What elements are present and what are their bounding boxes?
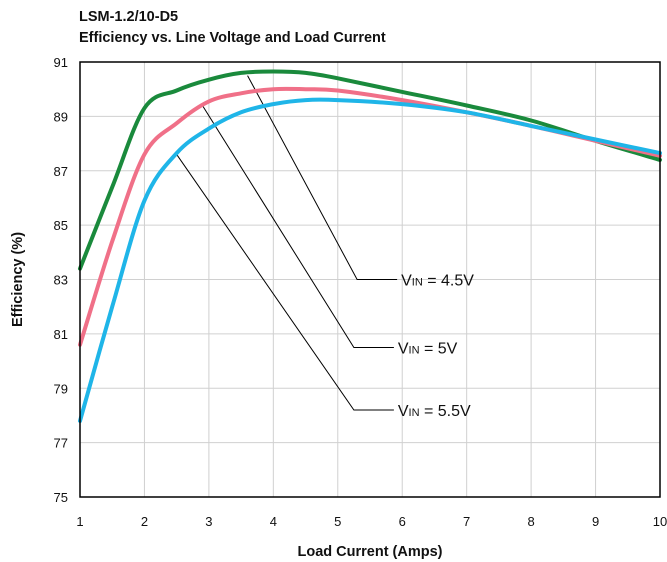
annotation-leader-vin-5v [202, 105, 394, 348]
x-tick-label: 7 [463, 514, 470, 529]
y-tick-label: 89 [54, 109, 68, 124]
annotation-leader-vin-5-5v [176, 154, 394, 411]
series-line-vin-5v [78, 86, 662, 347]
x-tick-label: 3 [205, 514, 212, 529]
x-tick-label: 5 [334, 514, 341, 529]
x-tick-label: 8 [527, 514, 534, 529]
y-tick-label: 79 [54, 381, 68, 396]
y-tick-label: 91 [54, 55, 68, 70]
y-tick-label: 87 [54, 164, 68, 179]
y-tick-labels: 75 77 79 81 83 85 87 89 91 [54, 55, 68, 505]
y-tick-label: 77 [54, 436, 68, 451]
y-axis-label: Efficiency (%) [10, 232, 26, 327]
x-tick-label: 1 [76, 514, 83, 529]
x-tick-label: 10 [653, 514, 667, 529]
y-tick-label: 83 [54, 273, 68, 288]
y-tick-label: 85 [54, 218, 68, 233]
chart-subtitle: Efficiency vs. Line Voltage and Load Cur… [79, 30, 386, 46]
annotation-leaders [176, 75, 398, 411]
series-line-vin-4-5v [78, 69, 662, 271]
x-tick-label: 4 [270, 514, 277, 529]
annotation-label-vin-5v: VIN = 5V [398, 340, 458, 357]
x-tick-label: 9 [592, 514, 599, 529]
annotation-label-vin-4-5v: VIN = 4.5V [401, 273, 474, 290]
x-tick-label: 6 [399, 514, 406, 529]
chart-title: LSM-1.2/10-D5 [79, 9, 179, 25]
annotation-label-vin-5-5v: VIN = 5.5V [398, 403, 471, 420]
annotation-leader-vin-4-5v [247, 75, 398, 280]
plot-frame [79, 61, 661, 498]
x-tick-labels: 1 2 3 4 5 6 7 8 9 10 [76, 514, 667, 529]
x-tick-label: 2 [141, 514, 148, 529]
series-line-vin-5-5v [78, 97, 662, 423]
series-lines [78, 69, 662, 423]
annotation-labels: VIN = 4.5V VIN = 5V VIN = 5.5V [398, 273, 474, 421]
y-tick-label: 75 [54, 490, 68, 505]
y-tick-label: 81 [54, 327, 68, 342]
x-axis-label: Load Current (Amps) [298, 544, 443, 560]
